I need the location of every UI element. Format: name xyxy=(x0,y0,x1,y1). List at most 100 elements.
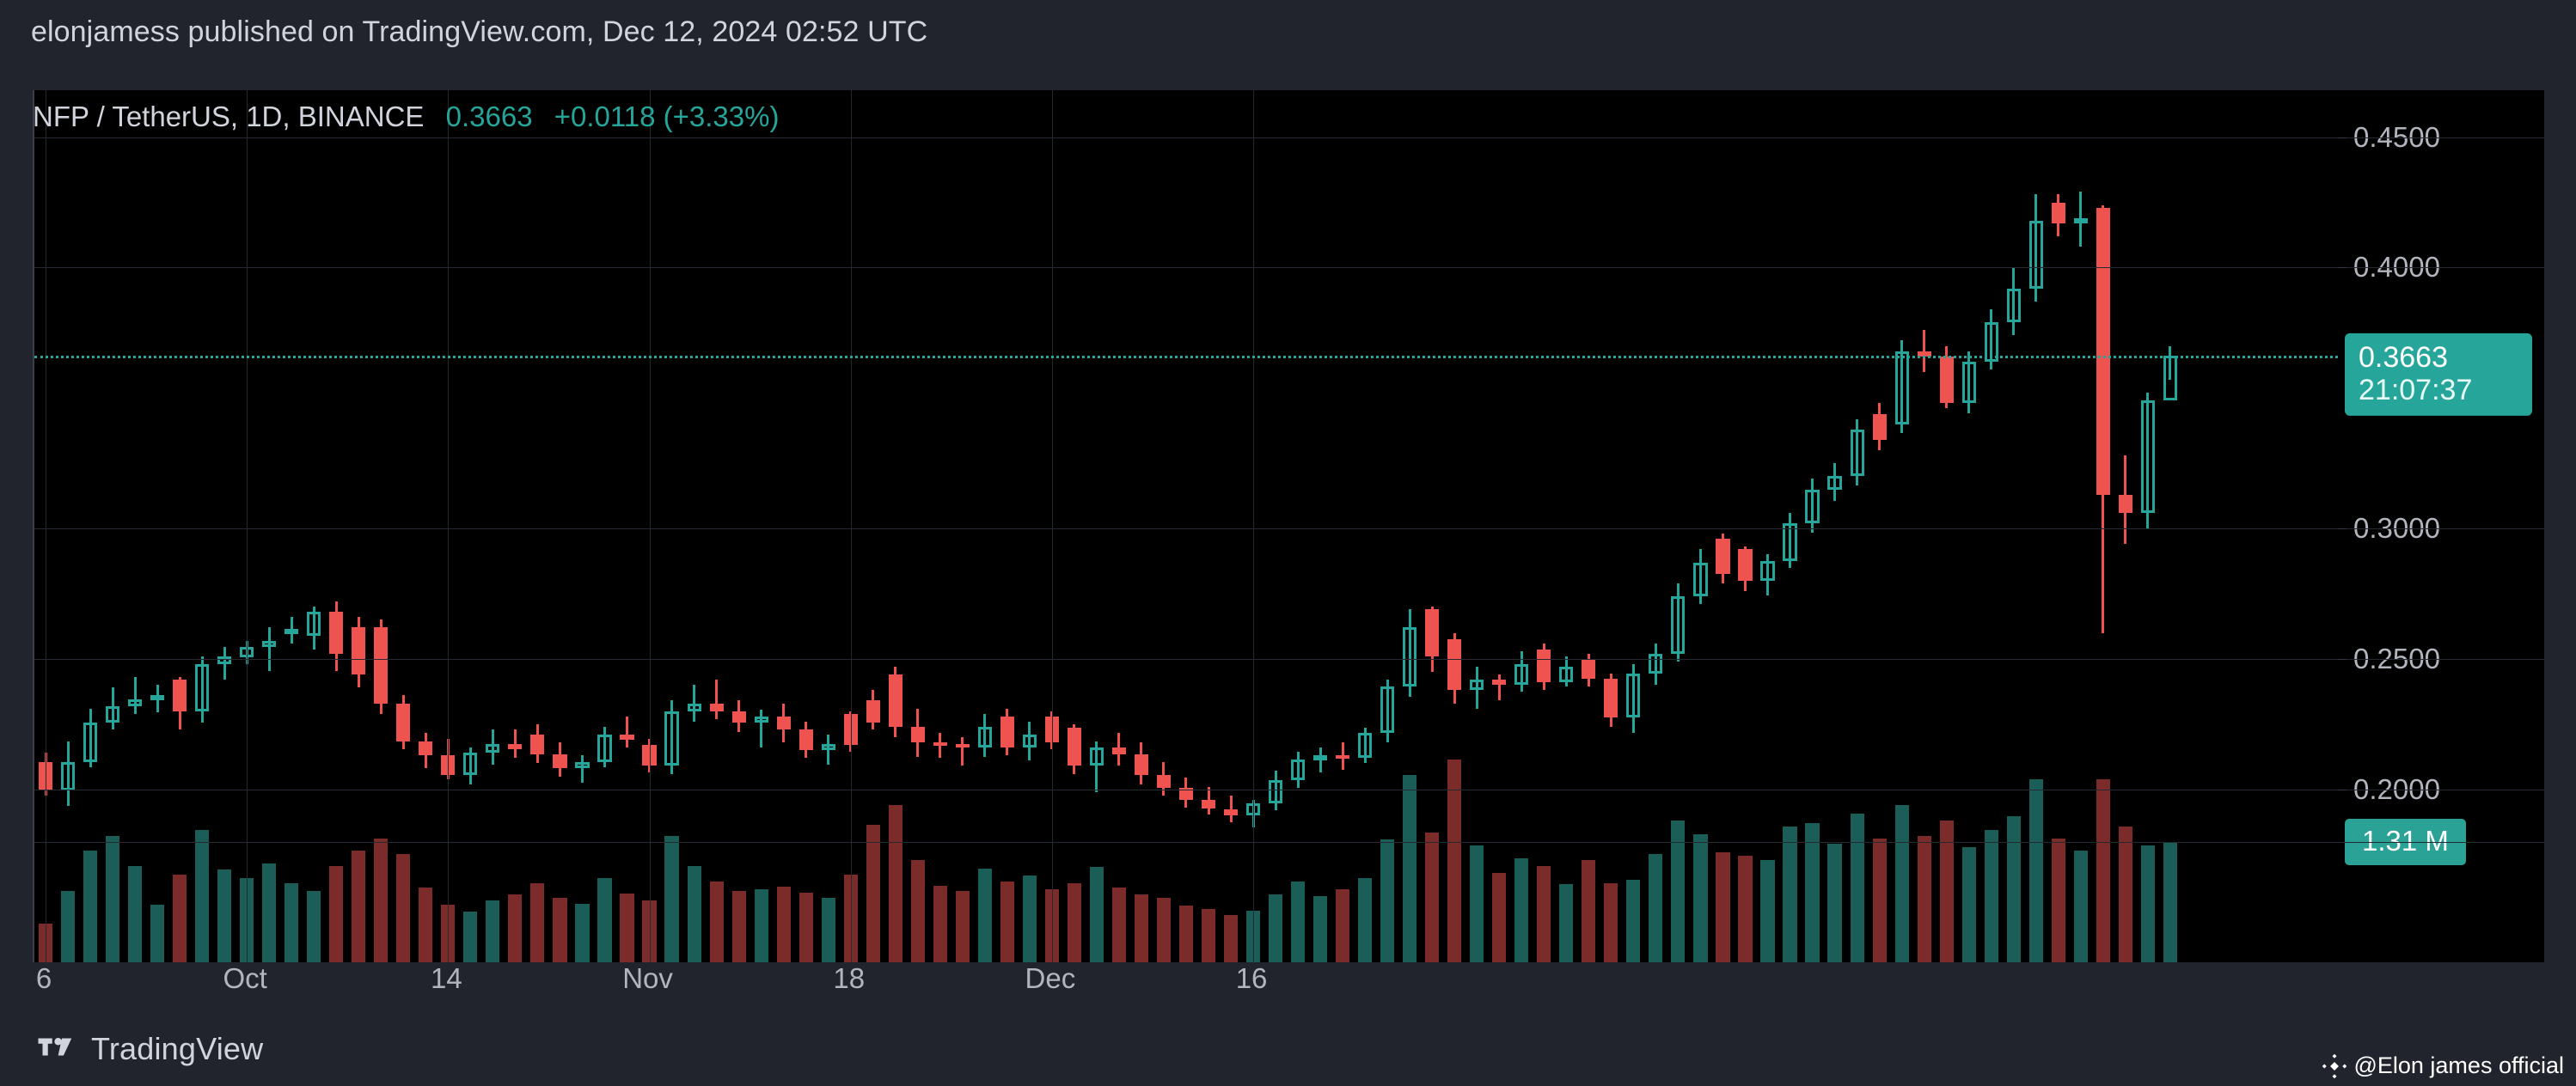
candlestick xyxy=(1805,90,1820,962)
candle-body xyxy=(1000,716,1014,748)
candle-wick xyxy=(89,708,92,767)
candle-wick xyxy=(2012,267,2016,336)
candle-wick xyxy=(1766,554,1769,595)
price-gridline xyxy=(34,528,2544,530)
candlestick xyxy=(1067,90,1081,962)
chart-plot-area[interactable] xyxy=(34,90,2338,962)
last-price-badge[interactable]: 0.3663 21:07:37 xyxy=(2345,333,2532,416)
price-axis-label: 0.2000 xyxy=(2353,772,2440,805)
candle-body xyxy=(1805,489,1820,524)
candlestick xyxy=(150,90,165,962)
volume-bar xyxy=(1805,823,1820,962)
candle-body xyxy=(955,743,970,748)
volume-bar xyxy=(307,890,321,962)
candlestick xyxy=(2028,90,2043,962)
volume-bar xyxy=(754,888,768,962)
candle-body xyxy=(1470,680,1484,691)
candlestick xyxy=(1269,90,1283,962)
volume-bar xyxy=(1022,875,1037,962)
candle-wick xyxy=(1229,796,1233,822)
candle-body xyxy=(2118,494,2132,513)
candle-body xyxy=(1425,609,1440,656)
candle-body xyxy=(329,612,344,654)
candle-body xyxy=(575,761,590,769)
time-axis[interactable]: 6 Oct 14 Nov 18 Dec 16 xyxy=(33,962,2542,1014)
time-gridline xyxy=(1051,90,1053,962)
volume-bar xyxy=(2051,839,2065,962)
candle-body xyxy=(396,703,411,741)
candlestick xyxy=(821,90,835,962)
candlestick xyxy=(1984,90,1998,962)
candle-wick xyxy=(1028,721,1031,761)
candle-wick xyxy=(1900,340,1904,434)
volume-bar xyxy=(1894,804,1909,962)
candle-body xyxy=(1201,799,1216,809)
candle-wick xyxy=(1475,667,1478,709)
volume-bar xyxy=(106,836,120,962)
candle-body xyxy=(1783,523,1797,562)
candle-wick xyxy=(513,729,517,759)
candle-body xyxy=(1559,667,1574,683)
volume-bar xyxy=(1470,845,1484,962)
candlestick xyxy=(1671,90,1686,962)
candle-body xyxy=(1089,747,1104,766)
price-axis-tick xyxy=(2338,658,2347,660)
candlestick xyxy=(620,90,634,962)
price-axis-tick xyxy=(2338,137,2347,138)
candle-body xyxy=(1604,678,1618,718)
candle-wick xyxy=(133,677,137,714)
time-axis-label: 14 xyxy=(430,962,462,994)
candle-body xyxy=(977,726,992,748)
candlestick xyxy=(955,90,970,962)
candlestick xyxy=(262,90,277,962)
time-axis-label: Oct xyxy=(223,962,267,994)
volume-bar xyxy=(1089,867,1104,962)
candle-wick xyxy=(267,627,271,671)
candle-body xyxy=(2140,400,2155,513)
candlestick xyxy=(1939,90,1954,962)
volume-bar xyxy=(2096,778,2110,962)
candle-body xyxy=(664,711,679,766)
candle-body xyxy=(933,742,947,747)
candle-wick xyxy=(603,726,606,767)
price-axis-label: 0.4000 xyxy=(2353,251,2440,284)
candle-body xyxy=(1223,808,1239,816)
candlestick xyxy=(530,90,545,962)
candle-body xyxy=(910,726,925,743)
volume-bar xyxy=(620,894,634,962)
candlestick xyxy=(553,90,567,962)
candle-body xyxy=(2096,207,2110,495)
volume-bar xyxy=(352,851,366,962)
volume-bar xyxy=(1626,880,1641,962)
price-axis-tick xyxy=(2338,267,2347,269)
candle-wick xyxy=(760,710,763,748)
candlestick xyxy=(1425,90,1440,962)
volume-bar xyxy=(1917,836,1931,962)
candlestick xyxy=(307,90,321,962)
candle-wick xyxy=(1698,549,1702,605)
candle-body xyxy=(597,734,612,762)
candle-body xyxy=(150,695,165,701)
price-axis[interactable]: 0.4500 0.4000 0.3000 0.2500 0.2000 0.3663 21:0… xyxy=(2338,90,2544,962)
chart-frame: 0.4500 0.4000 0.3000 0.2500 0.2000 0.3663 21:0… xyxy=(33,90,2544,962)
candle-body xyxy=(1111,747,1126,754)
candle-wick xyxy=(468,747,472,784)
volume-bar xyxy=(1223,914,1239,962)
candle-wick xyxy=(1990,309,1993,369)
tradingview-wordmark: TradingView xyxy=(91,1031,264,1066)
candlestick xyxy=(1380,90,1395,962)
candle-body xyxy=(1313,755,1328,761)
candlestick xyxy=(1894,90,1909,962)
candle-body xyxy=(798,729,813,751)
candle-wick xyxy=(715,680,719,719)
candlestick xyxy=(2006,90,2021,962)
candlestick xyxy=(1358,90,1373,962)
candlestick xyxy=(1403,90,1417,962)
volume-bar xyxy=(597,878,612,962)
candle-body xyxy=(285,628,299,634)
candle-wick xyxy=(2169,345,2172,381)
candle-body xyxy=(620,734,634,741)
candle-body xyxy=(1760,561,1775,581)
volume-bar xyxy=(1492,872,1507,962)
volume-bar xyxy=(463,912,478,962)
